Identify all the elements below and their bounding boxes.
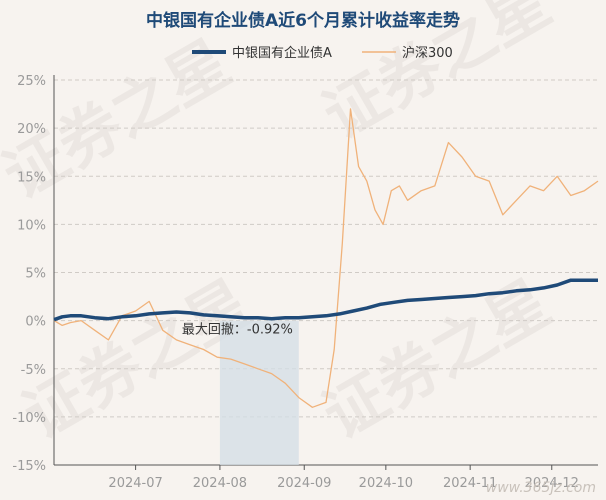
y-axis: 25% 20% 15% 10% 5% 0% -5% -10% -15% <box>12 74 46 474</box>
legend-label-bond: 中银国有企业债A <box>232 45 332 61</box>
x-tick-label: 2024-07 <box>108 476 162 491</box>
y-tick-label: 0% <box>25 315 46 330</box>
chart-title: 中银国有企业债A近6个月累计收益率走势 <box>146 10 460 31</box>
max-drawdown-band <box>219 320 299 465</box>
series-layer <box>53 108 599 408</box>
grid <box>53 75 598 466</box>
x-tick-label: 2024-08 <box>193 476 247 491</box>
max-drawdown-label: 最大回撤：-0.92% <box>182 322 293 338</box>
y-tick-label: 10% <box>17 218 46 233</box>
series-line-bond <box>53 278 598 322</box>
y-tick-label: 5% <box>25 267 46 282</box>
y-tick-label: 25% <box>17 74 46 89</box>
x-axis: 2024-07 2024-08 2024-09 2024-10 2024-11 2024-… <box>108 465 579 491</box>
y-tick-label: 15% <box>17 170 46 185</box>
y-tick-label: -10% <box>12 411 46 426</box>
y-tick-label: 20% <box>17 122 46 137</box>
x-tick-label: 2024-10 <box>359 476 413 491</box>
x-tick-label: 2024-09 <box>277 476 331 491</box>
series-line-index <box>53 108 599 408</box>
legend: 中银国有企业债A 沪深300 <box>192 45 453 61</box>
legend-label-index: 沪深300 <box>402 45 453 61</box>
y-tick-label: -5% <box>21 363 46 378</box>
watermark-text: 证券之星 <box>311 266 562 453</box>
watermark-corner: www.365jz.com <box>486 480 596 496</box>
x-tick-label: 2024-11 <box>443 476 497 491</box>
y-tick-label: -15% <box>12 459 46 474</box>
x-tick-label: 2024-12 <box>525 476 579 491</box>
